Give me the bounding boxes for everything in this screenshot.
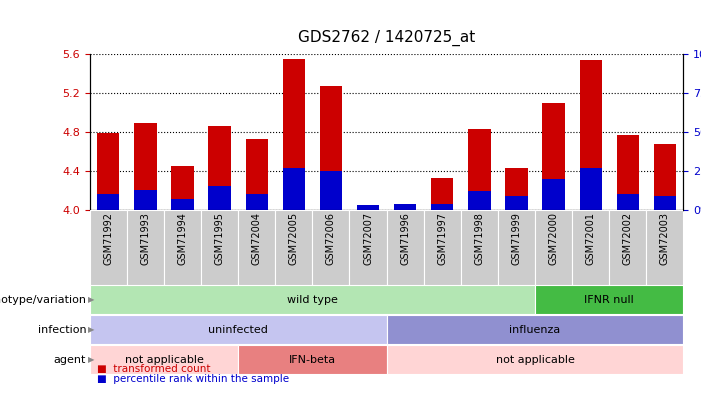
Text: ▶: ▶ [88,325,94,334]
Bar [535,285,683,314]
Bar [580,60,602,210]
Text: IFN-beta: IFN-beta [289,355,336,364]
Bar [135,123,156,210]
Bar [394,205,416,210]
Bar [617,194,639,210]
Text: GSM71992: GSM71992 [103,212,114,265]
Text: GSM71997: GSM71997 [437,212,447,265]
Bar [394,204,416,210]
Bar [171,199,193,210]
Bar [201,210,238,285]
Bar [387,210,423,285]
Text: GSM71995: GSM71995 [215,212,224,265]
Text: GSM72005: GSM72005 [289,212,299,265]
Text: GSM72004: GSM72004 [252,212,261,265]
Bar [423,210,461,285]
Text: uninfected: uninfected [208,325,268,335]
Text: GSM72003: GSM72003 [660,212,670,265]
Bar [357,205,379,210]
Bar [238,210,275,285]
Bar [387,315,683,344]
Text: ■  transformed count: ■ transformed count [97,364,210,373]
Text: GSM72006: GSM72006 [326,212,336,265]
Bar [313,210,350,285]
Text: agent: agent [54,355,86,364]
Bar [127,210,164,285]
Bar [357,209,379,210]
Text: IFNR null: IFNR null [585,295,634,305]
Bar [535,210,572,285]
Bar [135,190,156,210]
Bar [461,210,498,285]
Bar [238,345,387,374]
Bar [283,59,305,210]
Text: not applicable: not applicable [125,355,203,364]
Text: GSM71994: GSM71994 [177,212,187,265]
Bar [90,285,535,314]
Text: not applicable: not applicable [496,355,575,364]
Bar [543,102,565,210]
Bar [543,179,565,210]
Text: GSM72002: GSM72002 [622,212,633,265]
Bar [208,186,231,210]
Bar [617,135,639,210]
Text: influenza: influenza [510,325,561,335]
Bar [505,168,528,210]
Bar [609,210,646,285]
Bar [572,210,609,285]
Text: GSM71996: GSM71996 [400,212,410,265]
Bar [505,196,528,210]
Text: GSM71999: GSM71999 [512,212,522,265]
Text: ▶: ▶ [88,295,94,304]
Bar [654,196,676,210]
Text: genotype/variation: genotype/variation [0,295,86,305]
Text: GDS2762 / 1420725_at: GDS2762 / 1420725_at [298,30,475,46]
Bar [468,129,491,210]
Bar [387,345,683,374]
Bar [164,210,201,285]
Text: ■  percentile rank within the sample: ■ percentile rank within the sample [97,374,289,384]
Bar [646,210,683,285]
Bar [468,191,491,210]
Bar [97,194,119,210]
Bar [275,210,313,285]
Text: GSM72007: GSM72007 [363,212,373,265]
Bar [431,204,454,210]
Bar [498,210,535,285]
Bar [431,178,454,210]
Bar [320,171,342,210]
Bar [208,126,231,210]
Text: infection: infection [38,325,86,335]
Bar [90,210,127,285]
Text: GSM71993: GSM71993 [140,212,151,265]
Bar [654,143,676,210]
Bar [320,86,342,210]
Bar [283,168,305,210]
Bar [97,133,119,210]
Bar [171,166,193,210]
Bar [245,194,268,210]
Bar [90,345,238,374]
Bar [90,315,387,344]
Text: wild type: wild type [287,295,338,305]
Text: GSM71998: GSM71998 [475,212,484,265]
Bar [350,210,387,285]
Text: GSM72001: GSM72001 [586,212,596,265]
Text: GSM72000: GSM72000 [549,212,559,265]
Text: ▶: ▶ [88,355,94,364]
Bar [580,168,602,210]
Bar [245,139,268,210]
